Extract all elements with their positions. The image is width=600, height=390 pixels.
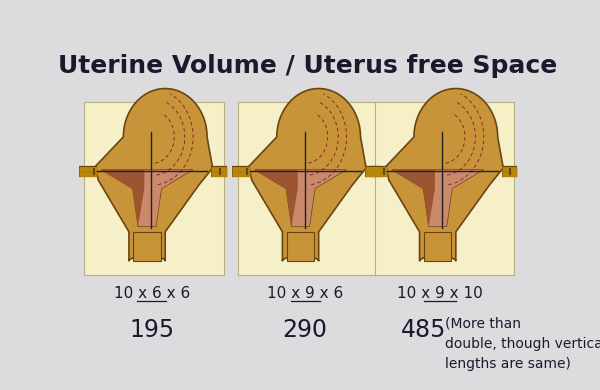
Polygon shape (249, 89, 366, 261)
Polygon shape (254, 170, 347, 227)
Text: 485: 485 (401, 318, 446, 342)
Bar (424, 232, 451, 261)
Text: 195: 195 (129, 318, 174, 342)
Bar (238, 102, 377, 275)
Polygon shape (392, 170, 435, 227)
Text: 10 x 6 x 6: 10 x 6 x 6 (113, 285, 190, 301)
Bar (375, 102, 514, 275)
Text: Uterine Volume / Uterus free Space: Uterine Volume / Uterus free Space (58, 54, 557, 78)
Polygon shape (392, 170, 484, 227)
Polygon shape (101, 170, 144, 227)
Polygon shape (95, 89, 212, 261)
Text: (More than
double, though vertical
lengths are same): (More than double, though vertical lengt… (445, 316, 600, 371)
Polygon shape (386, 89, 503, 261)
Bar (133, 232, 161, 261)
Polygon shape (254, 170, 298, 227)
Polygon shape (101, 170, 193, 227)
Bar (287, 232, 314, 261)
Bar (84, 102, 224, 275)
Text: 290: 290 (283, 318, 328, 342)
Text: 10 x 9 x 10: 10 x 9 x 10 (397, 285, 483, 301)
Text: 10 x 9 x 6: 10 x 9 x 6 (267, 285, 343, 301)
